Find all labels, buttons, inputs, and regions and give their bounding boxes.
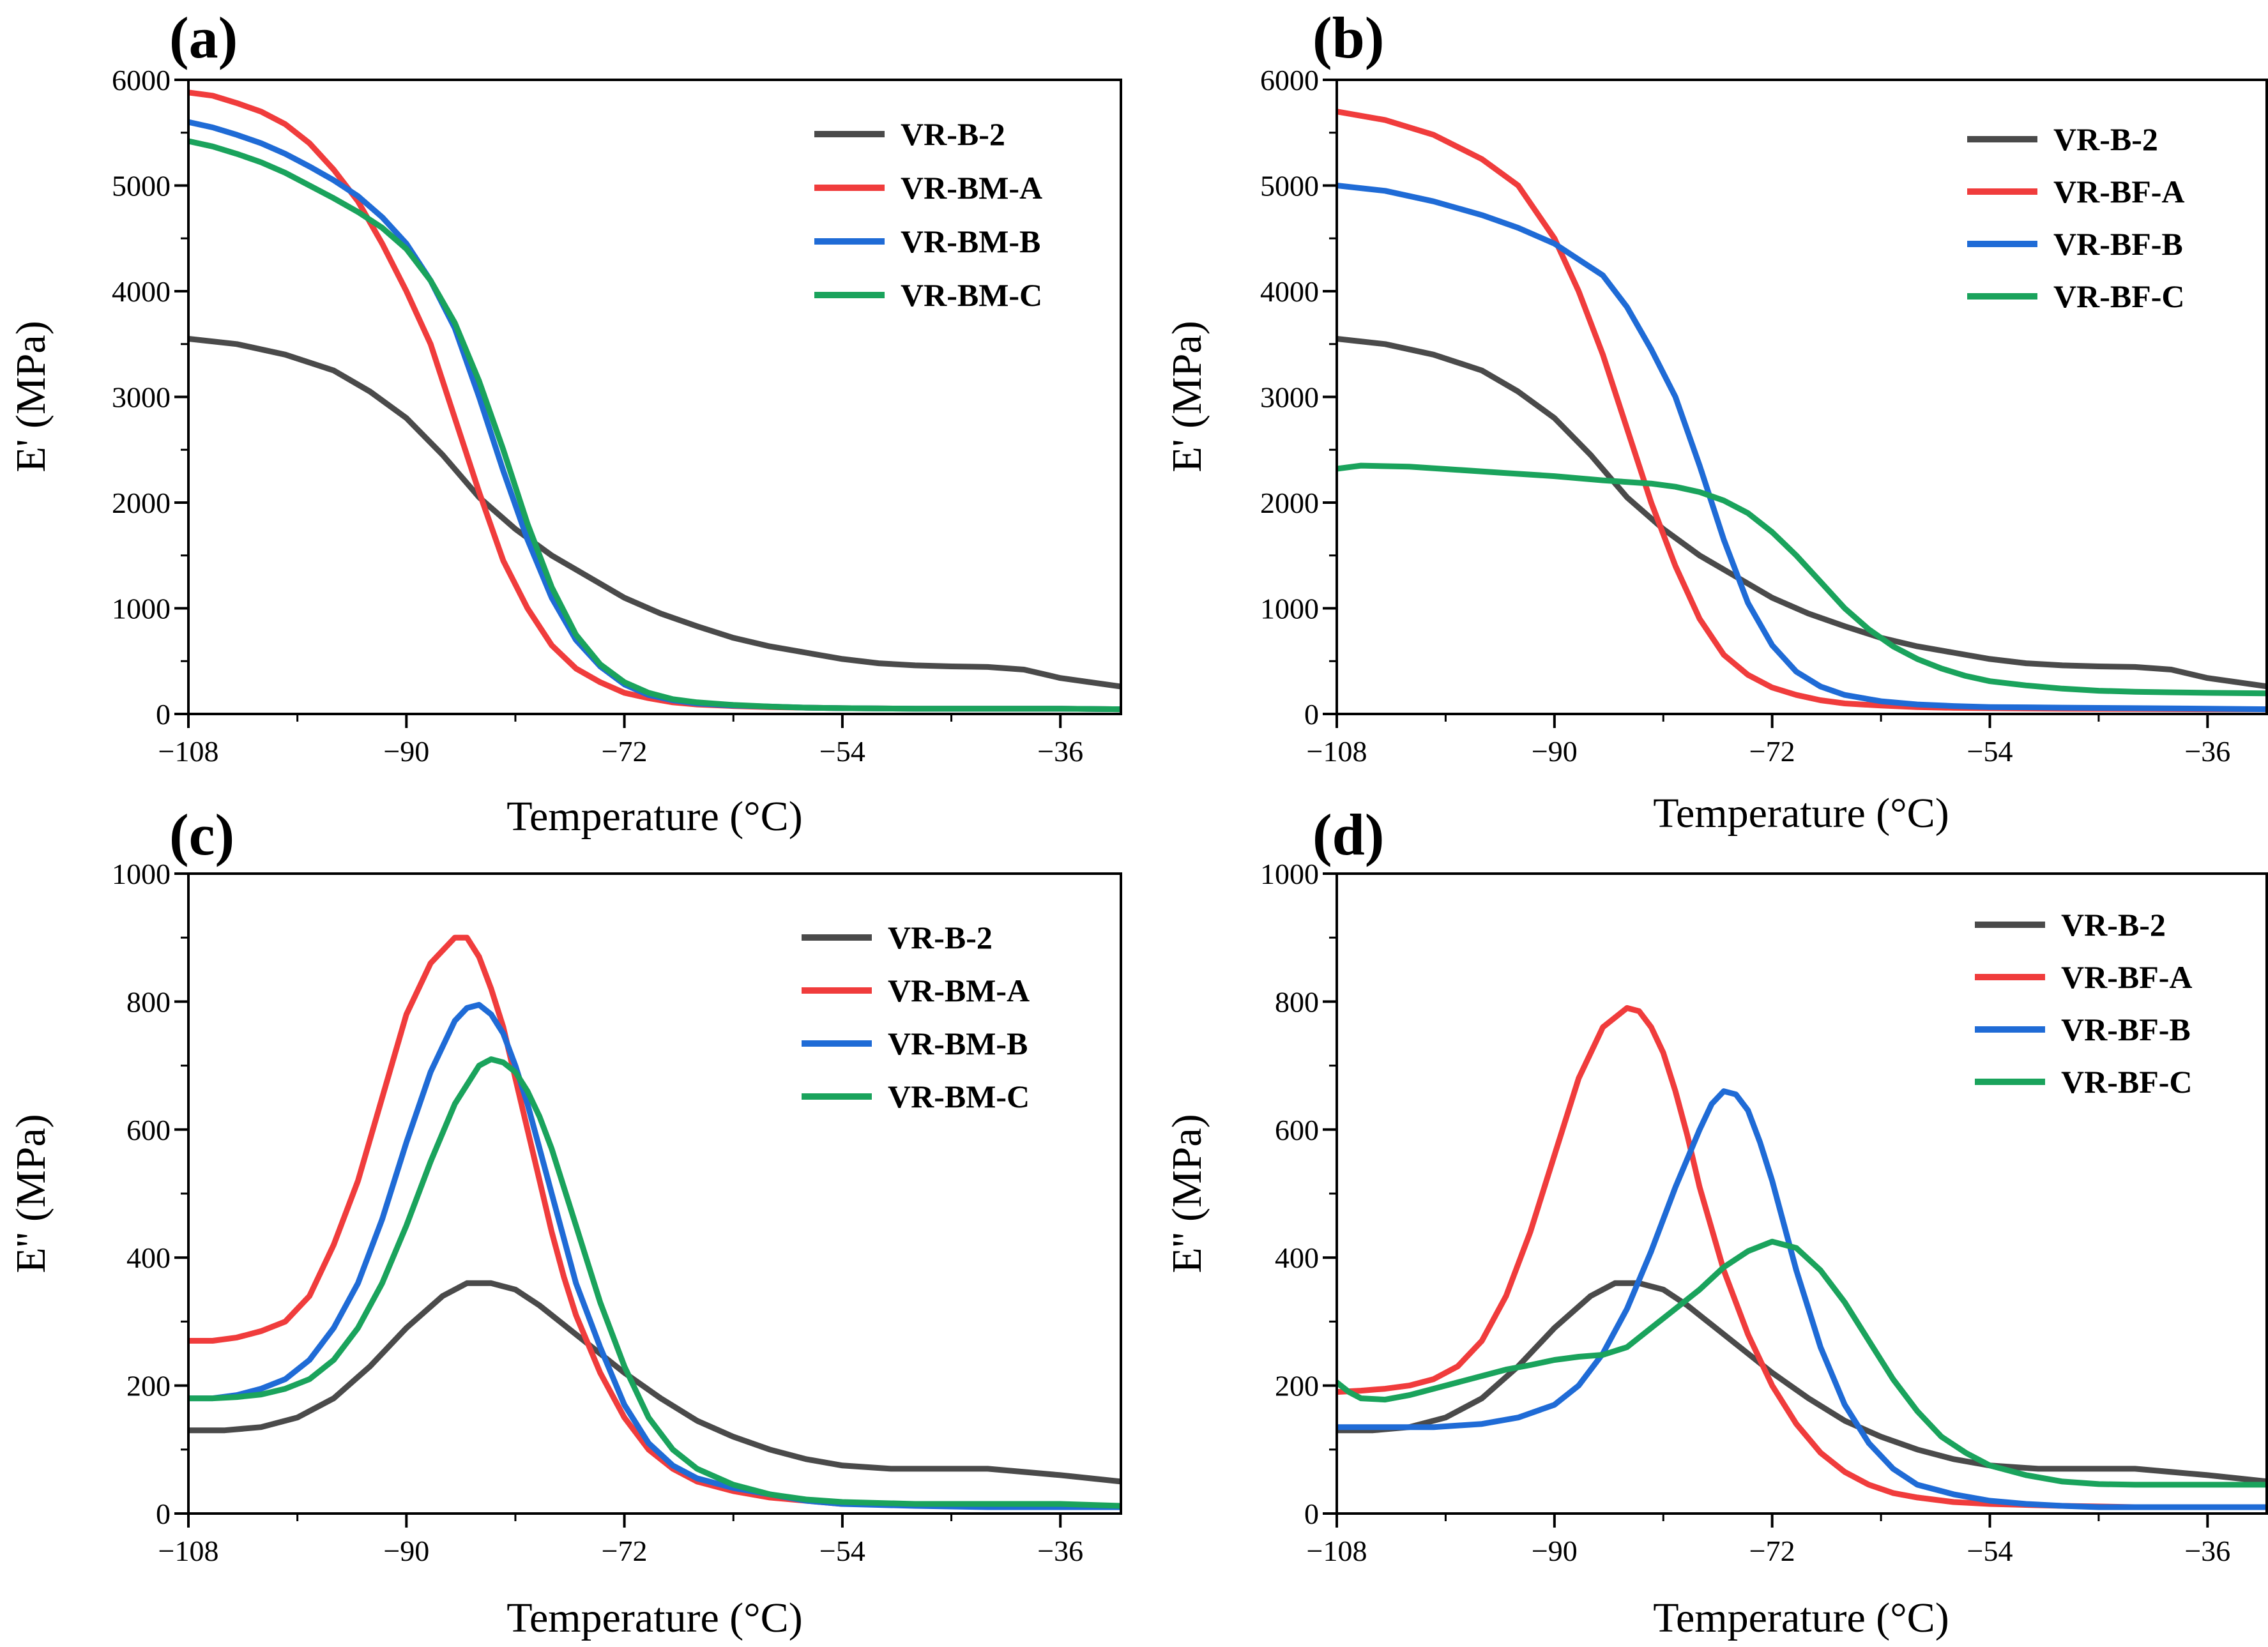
x-tick-label-b-4: −36 [2184,735,2230,768]
y-axis-label-a: E' (MPa) [8,321,54,472]
series-line-d-vr-bf-c [1337,1238,2268,1488]
legend-label-c-0: VR-B-2 [888,920,993,955]
y-tick-label-b-2: 2000 [1260,487,1319,519]
x-tick-label-d-0: −108 [1307,1535,1367,1567]
y-tick-label-b-0: 0 [1304,698,1319,731]
x-tick-label-d-3: −54 [1967,1535,2013,1567]
panel-label-a: (a) [169,5,238,70]
x-tick-label-c-3: −54 [819,1535,865,1567]
x-tick-label-a-2: −72 [602,735,648,768]
x-tick-label-c-4: −36 [1037,1535,1083,1567]
y-tick-label-d-1: 200 [1275,1370,1319,1402]
x-tick-label-c-2: −72 [602,1535,648,1567]
panel-a: (a) −108 −90 −72 −54 −36 0 1000 2000 3000 4000 500… [8,5,1122,840]
series-line-a-vr-bm-c [188,138,1121,713]
y-tick-label-a-1: 1000 [112,593,171,625]
y-tick-label-b-6: 6000 [1260,64,1319,96]
legend-label-d-2: VR-BF-B [2061,1012,2191,1047]
legend-label-c-3: VR-BM-C [888,1079,1030,1114]
legend-label-b-2: VR-BF-B [2053,226,2183,262]
y-tick-label-c-1: 200 [126,1370,171,1402]
legend-label-d-0: VR-B-2 [2061,907,2166,943]
legend-label-c-2: VR-BM-B [888,1026,1028,1061]
y-tick-label-a-3: 3000 [112,381,171,414]
panel-label-d: (d) [1313,802,1384,867]
legend-label-d-1: VR-BF-A [2061,959,2193,995]
x-axis-label-c: Temperature (°C) [506,1595,802,1641]
x-tick-label-c-0: −108 [158,1535,219,1567]
legend-label-a-3: VR-BM-C [901,277,1042,313]
legend-label-b-1: VR-BF-A [2053,174,2185,209]
y-tick-label-d-4: 800 [1275,985,1319,1018]
y-tick-label-a-2: 2000 [112,487,171,519]
panel-label-c: (c) [169,802,234,867]
y-tick-label-d-0: 0 [1304,1498,1319,1530]
y-axis-label-d: E'' (MPa) [1164,1114,1210,1273]
x-tick-label-d-1: −90 [1532,1535,1578,1567]
panel-label-b: (b) [1313,5,1384,70]
legend-label-a-2: VR-BM-B [901,224,1040,259]
panel-b: (b) −108 −90 −72 −54 −36 0 1000 2000 3000 4000 500… [1164,5,2268,837]
x-tick-label-b-2: −72 [1749,735,1795,768]
x-axis-label-b: Temperature (°C) [1653,790,1949,837]
x-tick-label-d-2: −72 [1749,1535,1795,1567]
y-tick-label-c-0: 0 [156,1498,171,1530]
y-tick-label-c-3: 600 [126,1114,171,1146]
legend-label-b-0: VR-B-2 [2053,121,2158,157]
series-line-c-vr-bm-c [188,1056,1121,1509]
x-tick-label-a-0: −108 [158,735,219,768]
x-tick-label-a-4: −36 [1037,735,1083,768]
y-tick-label-a-6: 6000 [112,64,171,96]
y-tick-label-a-0: 0 [156,698,171,731]
legend-label-d-3: VR-BF-C [2061,1064,2193,1100]
x-tick-label-d-4: −36 [2184,1535,2230,1567]
x-tick-label-b-1: −90 [1532,735,1578,768]
y-tick-label-b-5: 5000 [1260,170,1319,202]
x-tick-label-b-3: −54 [1967,735,2013,768]
series-line-a-vr-b-2 [188,336,1121,690]
panel-d: (d) −108 −90 −72 −54 −36 0 200 400 600 800 1000 Te… [1164,802,2268,1641]
y-tick-label-c-5: 1000 [112,858,171,890]
series-line-b-vr-b-2 [1337,336,2268,690]
x-tick-label-a-1: −90 [383,735,429,768]
y-tick-label-d-2: 400 [1275,1241,1319,1274]
legend-label-a-0: VR-B-2 [901,116,1005,152]
x-tick-label-a-3: −54 [819,735,865,768]
series-line-d-vr-b-2 [1337,1280,2268,1485]
series-line-b-vr-bf-c [1337,462,2268,697]
series-line-d-vr-bf-b [1337,1088,2268,1510]
y-tick-label-c-2: 400 [126,1241,171,1274]
series-line-b-vr-bf-b [1337,183,2268,713]
x-axis-label-d: Temperature (°C) [1653,1595,1949,1641]
y-tick-label-c-4: 800 [126,985,171,1018]
y-tick-label-a-5: 5000 [112,170,171,202]
y-tick-label-b-3: 3000 [1260,381,1319,414]
y-tick-label-d-3: 600 [1275,1114,1319,1146]
x-tick-label-c-1: −90 [383,1535,429,1567]
y-tick-label-a-4: 4000 [112,275,171,308]
legend-label-c-1: VR-BM-A [888,973,1030,1008]
y-tick-label-b-4: 4000 [1260,275,1319,308]
series-line-d-vr-bf-a [1337,1005,2268,1510]
legend-label-b-3: VR-BF-C [2053,278,2185,314]
legend-label-a-1: VR-BM-A [901,170,1042,206]
y-tick-label-b-1: 1000 [1260,593,1319,625]
y-tick-label-d-5: 1000 [1260,858,1319,890]
panel-c: (c) −108 −90 −72 −54 −36 0 200 400 600 800 1000 Te… [8,802,1122,1641]
y-axis-label-b: E' (MPa) [1164,321,1210,472]
x-axis-label-a: Temperature (°C) [506,793,802,840]
y-axis-label-c: E'' (MPa) [8,1114,54,1273]
x-tick-label-b-0: −108 [1307,735,1367,768]
